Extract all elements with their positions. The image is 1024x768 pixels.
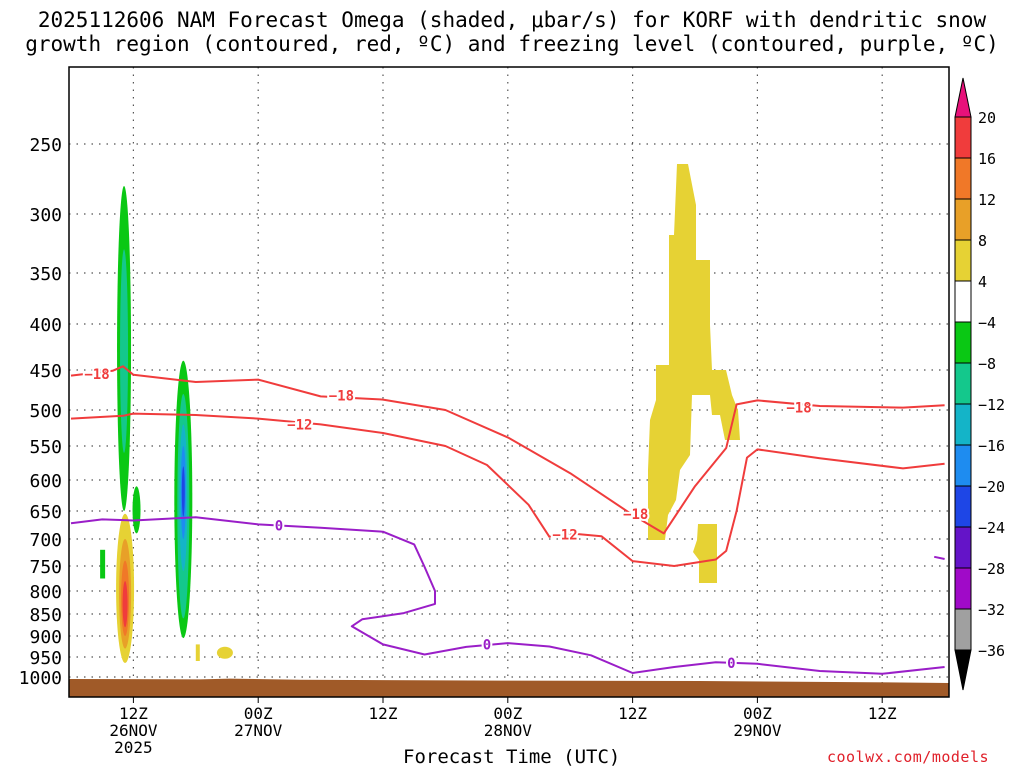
contour-label: 0 <box>483 637 491 653</box>
contour-label: −12 <box>287 417 312 433</box>
x-tick-label: 27NOV <box>234 721 283 740</box>
x-tick-label: 12Z <box>618 704 647 723</box>
colorbar-label: −20 <box>978 478 1005 496</box>
colorbar-arrow-bottom <box>954 649 972 691</box>
colorbar-swatch <box>954 116 972 159</box>
contour-line <box>70 412 945 567</box>
y-tick-label: 550 <box>29 437 62 458</box>
contour-label: 0 <box>275 519 283 535</box>
y-tick-label: 750 <box>29 557 62 578</box>
contour-label: −18 <box>329 389 354 405</box>
omega-region-sinking-3 <box>693 524 717 583</box>
colorbar-swatch <box>954 485 972 528</box>
contour-label: −12 <box>552 528 577 544</box>
colorbar-swatch <box>954 444 972 487</box>
omega-region-ascent-1-core <box>120 249 129 453</box>
x-tick-label: 00Z <box>244 704 273 723</box>
colorbar-swatch <box>954 526 972 569</box>
terrain <box>69 678 949 697</box>
y-tick-label: 850 <box>29 605 62 626</box>
contour-label: 0 <box>727 656 735 672</box>
colorbar-label: 16 <box>978 150 996 168</box>
contour-label: −18 <box>786 401 811 417</box>
colorbar-label: 12 <box>978 191 996 209</box>
y-tick-label: 900 <box>29 627 62 648</box>
colorbar-swatch <box>954 239 972 282</box>
y-tick-label: 950 <box>29 648 62 669</box>
colorbar-swatch <box>954 157 972 200</box>
contour-line <box>70 365 945 535</box>
contour-line <box>70 516 945 675</box>
omega-region-sinking-1-core <box>122 581 128 628</box>
colorbar-label: −4 <box>978 314 996 332</box>
title-line-1: 2025112606 NAM Forecast Omega (shaded, μ… <box>37 8 987 32</box>
chart-title: 2025112606 NAM Forecast Omega (shaded, μ… <box>0 8 1024 56</box>
y-tick-label: 500 <box>29 401 62 422</box>
y-tick-label: 400 <box>29 315 62 336</box>
y-tick-label: 700 <box>29 530 62 551</box>
contour-label: −18 <box>84 367 109 383</box>
colorbar-label: −16 <box>978 437 1005 455</box>
colorbar-swatch <box>954 362 972 405</box>
contour-lines <box>70 365 945 675</box>
colorbar-label: 8 <box>978 232 987 250</box>
omega-region-ascent-2-core <box>181 466 185 517</box>
colorbar-arrow-top <box>954 77 972 118</box>
x-tick-label: 28NOV <box>484 721 533 740</box>
y-tick-label: 350 <box>29 264 62 285</box>
x-axis-title: Forecast Time (UTC) <box>403 746 621 768</box>
x-tick-label: 29NOV <box>733 721 782 740</box>
x-tick-label: 12Z <box>369 704 398 723</box>
colorbar-swatch <box>954 403 972 446</box>
contour-labels: −18 −18 −18 −18 −12 −12 0 0 0 <box>82 365 813 674</box>
omega-region-sinking-small <box>195 644 200 661</box>
x-tick-label: 12Z <box>119 704 148 723</box>
plot-frame <box>68 66 950 698</box>
colorbar-label: −12 <box>978 396 1005 414</box>
colorbar-swatch <box>954 567 972 610</box>
colorbar-swatch <box>954 198 972 241</box>
y-tick-label: 450 <box>29 361 62 382</box>
y-axis: 2503003504004505005506006507007508008509… <box>19 135 62 689</box>
omega-region-sinking-small <box>216 646 233 659</box>
x-tick-label: 00Z <box>493 704 522 723</box>
colorbar-swatch <box>954 280 972 323</box>
colorbar-label: −24 <box>978 519 1005 537</box>
omega-region-sinking-2 <box>648 164 740 540</box>
colorbar-label: −32 <box>978 601 1005 619</box>
title-line-2: growth region (contoured, red, ºC) and f… <box>25 32 999 56</box>
omega-region-ascent-small <box>100 549 106 579</box>
omega-region-ascent-1-tail <box>132 486 141 534</box>
x-tick-label: 12Z <box>868 704 897 723</box>
contour-line <box>933 555 945 560</box>
x-tick-label: 26NOV <box>109 721 158 740</box>
y-tick-label: 600 <box>29 471 62 492</box>
y-tick-label: 800 <box>29 582 62 603</box>
colorbar-label: −28 <box>978 560 1005 578</box>
colorbar-label: 4 <box>978 273 987 291</box>
omega-shading <box>100 164 740 664</box>
credit-link[interactable]: coolwx.com/models <box>827 748 990 766</box>
ground-terrain <box>69 678 949 697</box>
contour-label: −18 <box>623 507 648 523</box>
x-tick-label: 2025 <box>114 738 153 757</box>
colorbar-label: −36 <box>978 642 1005 660</box>
x-tick-label: 00Z <box>743 704 772 723</box>
y-tick-label: 650 <box>29 502 62 523</box>
y-tick-label: 1000 <box>19 668 62 689</box>
colorbar-swatch <box>954 321 972 364</box>
colorbar: 20 16 12 8 4 −4 −8 −12 −16 −20 −24 −28 −32 −36 <box>954 77 1005 691</box>
colorbar-label: 20 <box>978 109 996 127</box>
y-tick-label: 300 <box>29 205 62 226</box>
colorbar-label: −8 <box>978 355 996 373</box>
colorbar-swatch <box>954 608 972 651</box>
y-tick-label: 250 <box>29 135 62 156</box>
